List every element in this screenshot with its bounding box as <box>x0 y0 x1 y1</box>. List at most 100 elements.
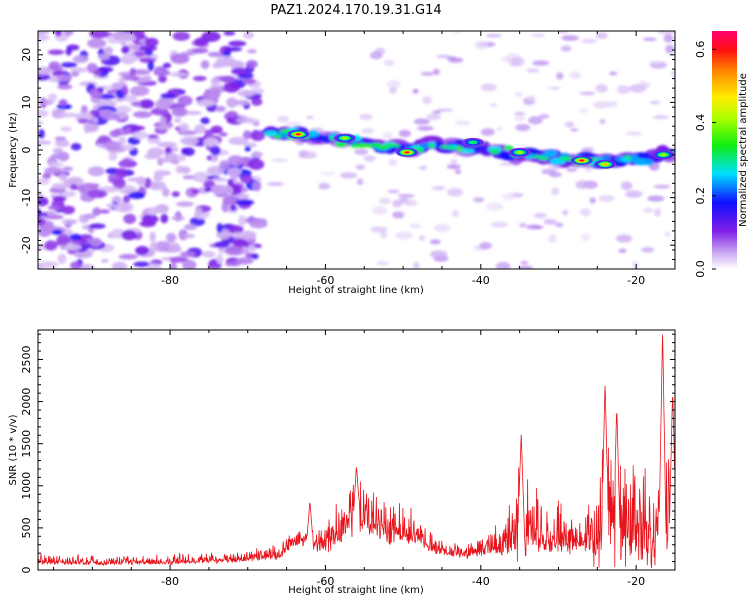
band-patch <box>449 146 457 150</box>
noise-patch <box>270 158 289 163</box>
noise-patch <box>238 215 247 227</box>
noise-patch <box>318 182 331 190</box>
noise-patch <box>170 261 177 269</box>
noise-patch <box>192 75 207 82</box>
band-patch <box>644 159 654 166</box>
snr-xlabel: Height of straight line (km) <box>288 585 424 596</box>
noise-patch <box>61 205 76 215</box>
band-patch <box>264 130 278 137</box>
band-patch <box>356 142 368 148</box>
noise-patch <box>599 118 606 125</box>
noise-patch <box>115 167 128 179</box>
noise-patch <box>436 54 450 59</box>
noise-patch <box>555 222 564 228</box>
noise-patch <box>210 266 220 269</box>
colorbar-tick-label: 0.2 <box>694 187 707 205</box>
noise-patch <box>228 225 244 234</box>
colorbar-tick-label: 0.6 <box>694 41 707 59</box>
noise-patch <box>70 143 82 151</box>
noise-patch <box>446 164 461 170</box>
noise-patch <box>480 83 497 92</box>
noise-patch <box>473 197 485 203</box>
noise-patch <box>515 124 531 132</box>
noise-patch <box>144 37 159 47</box>
noise-patch <box>528 95 536 101</box>
noise-patch <box>69 183 78 191</box>
band-patch <box>623 155 632 160</box>
x-tick-label: -80 <box>161 575 179 588</box>
noise-patch <box>81 105 88 115</box>
y-tick-label: 0 <box>20 147 33 154</box>
y-tick-label: 2500 <box>20 345 33 373</box>
noise-patch <box>437 108 454 112</box>
noise-patch <box>570 128 579 132</box>
noise-patch <box>609 71 618 76</box>
noise-patch <box>226 97 238 108</box>
noise-patch <box>450 159 458 164</box>
noise-patch <box>426 113 442 121</box>
noise-patch <box>251 88 265 94</box>
noise-patch <box>150 181 167 191</box>
noise-patch <box>485 33 502 38</box>
noise-patch <box>212 177 228 182</box>
noise-patch <box>242 78 257 85</box>
noise-patch <box>123 53 138 62</box>
band-patch <box>537 156 550 160</box>
noise-patch <box>189 216 205 227</box>
noise-patch <box>114 202 134 213</box>
noise-patch <box>372 206 388 215</box>
noise-patch <box>621 181 633 191</box>
noise-patch <box>595 84 608 93</box>
y-tick-label: 10 <box>20 95 33 109</box>
y-tick-label: 20 <box>20 48 33 62</box>
noise-patch <box>109 130 121 138</box>
noise-patch <box>653 184 671 189</box>
noise-patch <box>451 209 459 218</box>
spectrogram-ylabel: Frequency (Hz) <box>8 112 19 188</box>
spectrogram-noise <box>38 31 675 269</box>
noise-patch <box>575 180 590 190</box>
hotspot <box>333 133 356 143</box>
noise-patch <box>87 166 105 177</box>
noise-patch <box>104 140 122 151</box>
noise-patch <box>244 146 251 152</box>
noise-patch <box>242 130 253 140</box>
noise-patch <box>155 99 171 110</box>
noise-patch <box>628 84 647 93</box>
hotspot <box>594 159 617 169</box>
x-tick-label: -20 <box>627 274 645 287</box>
x-tick-label: -60 <box>316 274 334 287</box>
noise-patch <box>38 109 49 118</box>
noise-patch <box>52 196 67 202</box>
noise-patch <box>183 147 195 157</box>
noise-patch <box>174 117 182 123</box>
noise-patch <box>69 233 82 241</box>
noise-patch <box>101 113 120 121</box>
noise-patch <box>177 95 193 106</box>
noise-patch <box>160 93 176 99</box>
hotspot-level <box>404 151 410 154</box>
noise-patch <box>65 47 72 56</box>
noise-patch <box>579 108 589 113</box>
band-patch <box>370 143 382 148</box>
noise-patch <box>70 67 89 73</box>
noise-patch <box>226 110 239 118</box>
noise-patch <box>58 172 68 181</box>
noise-patch <box>132 111 153 118</box>
noise-patch <box>60 62 78 68</box>
noise-patch <box>454 31 461 35</box>
noise-patch <box>231 232 246 238</box>
noise-patch <box>123 94 138 103</box>
noise-patch <box>363 155 376 162</box>
noise-patch <box>132 131 149 140</box>
noise-patch <box>479 241 493 250</box>
band-patch <box>428 143 436 148</box>
noise-patch <box>156 125 173 130</box>
noise-patch <box>664 231 671 237</box>
noise-patch <box>190 188 200 195</box>
hotspot-level <box>579 159 585 162</box>
noise-patch <box>192 171 210 183</box>
noise-patch <box>57 84 73 90</box>
noise-patch <box>214 241 230 248</box>
